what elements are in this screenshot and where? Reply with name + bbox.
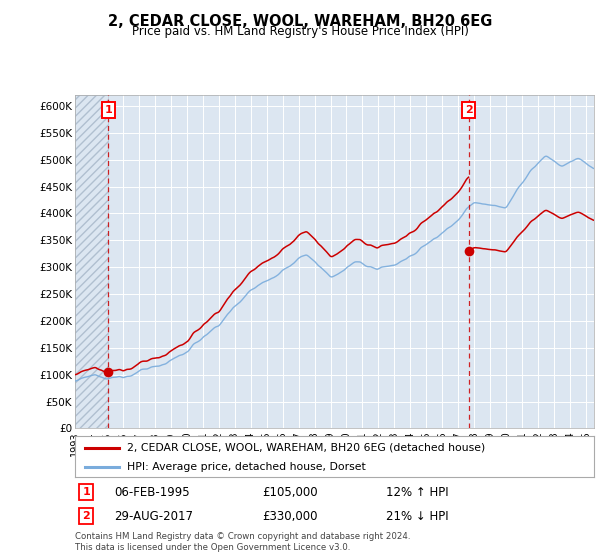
Text: £105,000: £105,000: [262, 486, 317, 499]
Text: 1: 1: [104, 105, 112, 115]
Text: 2: 2: [465, 105, 473, 115]
Text: £330,000: £330,000: [262, 510, 317, 523]
Text: Price paid vs. HM Land Registry's House Price Index (HPI): Price paid vs. HM Land Registry's House …: [131, 25, 469, 38]
Text: Contains HM Land Registry data © Crown copyright and database right 2024.
This d: Contains HM Land Registry data © Crown c…: [75, 533, 410, 552]
Text: 21% ↓ HPI: 21% ↓ HPI: [386, 510, 449, 523]
Bar: [75, 95, 109, 428]
Text: 1: 1: [83, 487, 90, 497]
Text: 29-AUG-2017: 29-AUG-2017: [114, 510, 193, 523]
Text: 2, CEDAR CLOSE, WOOL, WAREHAM, BH20 6EG: 2, CEDAR CLOSE, WOOL, WAREHAM, BH20 6EG: [108, 14, 492, 29]
Text: 06-FEB-1995: 06-FEB-1995: [114, 486, 190, 499]
Text: 12% ↑ HPI: 12% ↑ HPI: [386, 486, 449, 499]
Text: 2, CEDAR CLOSE, WOOL, WAREHAM, BH20 6EG (detached house): 2, CEDAR CLOSE, WOOL, WAREHAM, BH20 6EG …: [127, 443, 485, 452]
Text: 2: 2: [83, 511, 90, 521]
Text: HPI: Average price, detached house, Dorset: HPI: Average price, detached house, Dors…: [127, 462, 365, 472]
